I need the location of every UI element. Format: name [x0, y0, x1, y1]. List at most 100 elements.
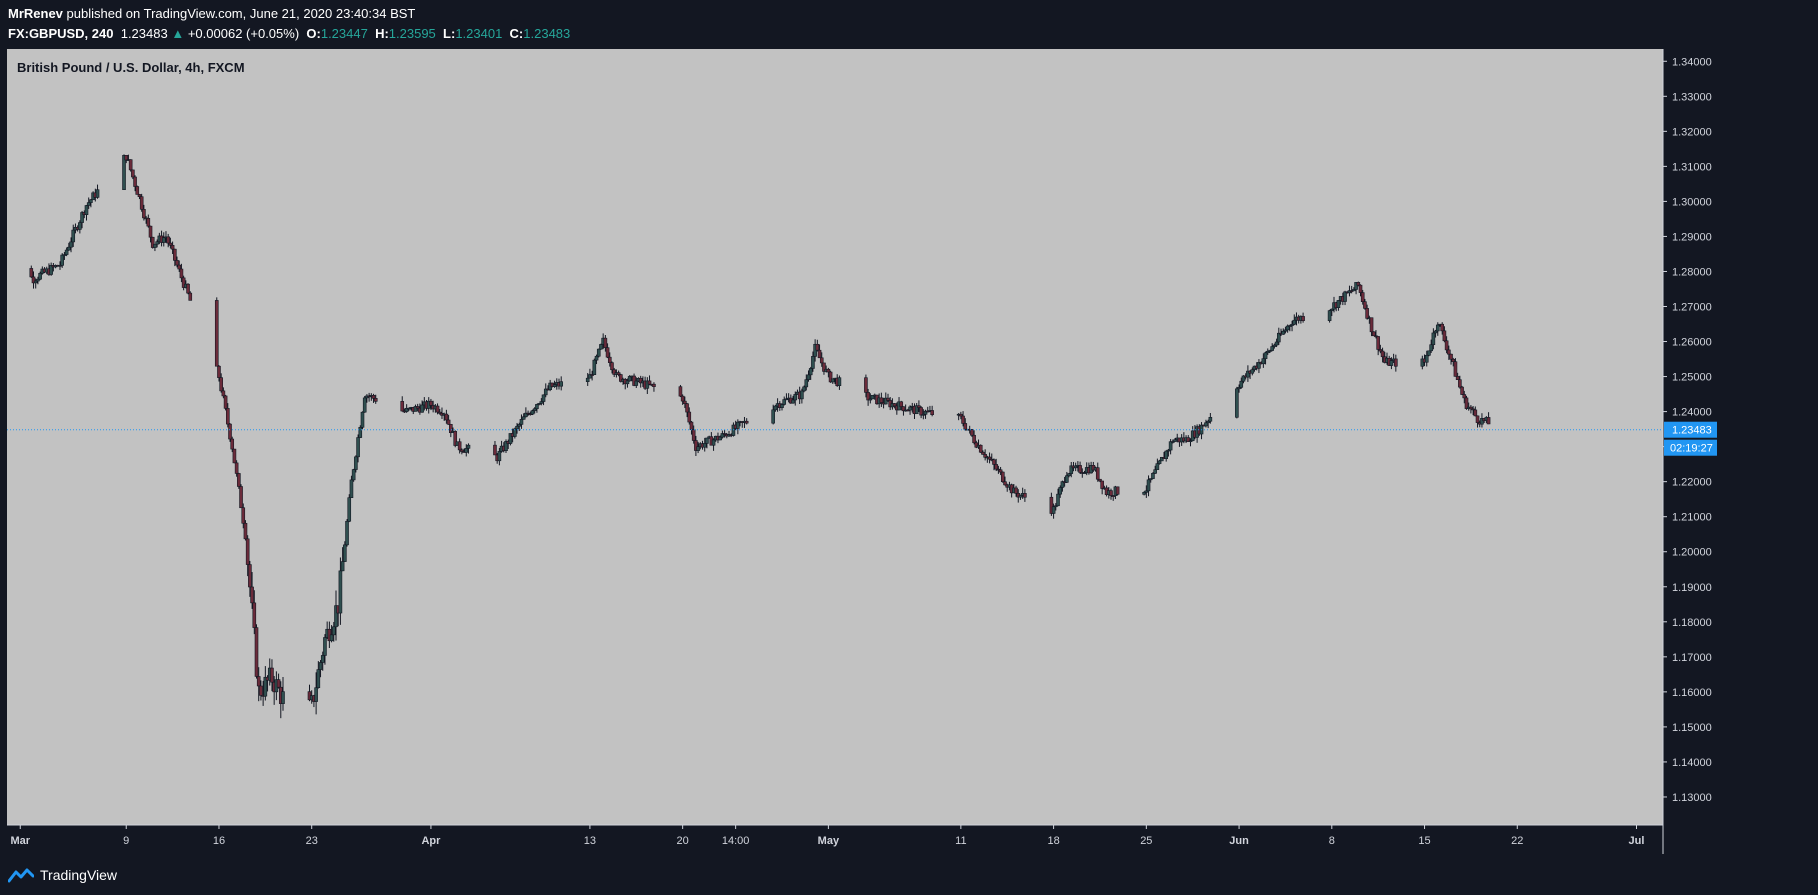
- x-tick-label: 14:00: [722, 835, 750, 847]
- candle-body: [513, 428, 517, 437]
- candle-body: [80, 212, 84, 223]
- candle-body: [1343, 291, 1347, 302]
- candle-body: [1277, 332, 1281, 343]
- candle-body: [830, 378, 835, 383]
- candle-body: [188, 292, 193, 301]
- high-value: 1.23595: [388, 26, 436, 41]
- candle-body: [680, 395, 685, 402]
- candle-body: [815, 343, 820, 351]
- candle-body: [166, 236, 170, 244]
- candle-body: [179, 268, 184, 279]
- candle-body: [404, 407, 409, 412]
- candle-body: [822, 362, 826, 372]
- candle-body: [588, 374, 592, 379]
- price-chart[interactable]: 1.34000 1.33000 1.32000 1.31000 1.30000 1.290…: [7, 49, 1743, 854]
- candle-body: [521, 416, 526, 420]
- last-price-badge: [1664, 421, 1717, 438]
- candle-body: [270, 667, 274, 683]
- candle-body: [1073, 465, 1078, 469]
- x-tick-label: 25: [1140, 835, 1152, 847]
- candle-body: [84, 205, 89, 215]
- candle-body: [256, 676, 261, 687]
- candle-body: [219, 377, 223, 392]
- candle-body: [720, 433, 725, 438]
- candle-body: [122, 155, 126, 191]
- candle-body: [217, 365, 221, 378]
- candle-body: [237, 473, 241, 487]
- candle-body: [226, 408, 230, 425]
- candle-body: [168, 242, 173, 246]
- candle-body: [1060, 481, 1065, 488]
- candle-body: [371, 395, 376, 399]
- candle-body: [1290, 323, 1294, 326]
- candle-body: [420, 404, 424, 413]
- candle-body: [1018, 494, 1023, 498]
- candle-body: [800, 390, 804, 400]
- footer-brand[interactable]: TradingView: [8, 864, 117, 886]
- y-tick-label: 1.29000: [1672, 231, 1712, 243]
- candle-body: [153, 243, 157, 248]
- candle-body: [870, 395, 875, 400]
- candle-body: [78, 222, 82, 230]
- candle-body: [1144, 490, 1149, 493]
- candle-body: [1378, 349, 1383, 352]
- candle-body: [460, 449, 464, 452]
- candle-body: [1051, 506, 1056, 514]
- candle-body: [1237, 387, 1241, 390]
- candle-body: [161, 237, 166, 243]
- candle-body: [793, 394, 798, 401]
- candle-body: [1159, 457, 1164, 462]
- candle-body: [1270, 346, 1274, 351]
- candle-body: [736, 421, 740, 429]
- candle-body: [864, 377, 868, 393]
- candle-body: [415, 406, 420, 409]
- candle-body: [817, 349, 822, 359]
- symbol-label[interactable]: FX:GBPUSD, 240: [8, 26, 114, 41]
- candle-body: [1115, 486, 1120, 495]
- last-price-badge-text: 1.23483: [1672, 425, 1712, 437]
- candle-body: [214, 300, 219, 367]
- candle-body: [1250, 369, 1255, 374]
- y-tick-label: 1.32000: [1672, 126, 1712, 138]
- candle-body: [1186, 437, 1191, 442]
- candle-body: [1157, 460, 1162, 464]
- candle-body: [687, 411, 692, 423]
- candle-body: [1435, 324, 1440, 332]
- y-tick-label: 1.16000: [1672, 687, 1712, 699]
- candle-body: [457, 441, 462, 451]
- open-label: O:: [306, 26, 321, 41]
- candle-body: [632, 375, 636, 386]
- candle-body: [276, 679, 281, 688]
- candle-body: [316, 669, 321, 689]
- candle-body: [1360, 292, 1365, 302]
- candle-body: [36, 278, 40, 282]
- candle-body: [1283, 329, 1288, 332]
- candle-body: [173, 248, 177, 261]
- candle-body: [652, 383, 656, 387]
- candle-body: [921, 414, 926, 416]
- author-name[interactable]: MrRenev: [8, 6, 63, 21]
- candle-body: [1023, 493, 1027, 498]
- x-tick-label: May: [818, 835, 840, 847]
- candle-body: [1204, 422, 1208, 427]
- candle-body: [1153, 469, 1157, 474]
- candle-body: [252, 602, 257, 628]
- candle-body: [883, 397, 888, 405]
- candle-body: [515, 425, 519, 430]
- candle-body: [1440, 323, 1444, 332]
- candle-body: [318, 662, 323, 670]
- publish-header: MrRenev published on TradingView.com, Ju…: [8, 6, 415, 21]
- candle-body: [791, 399, 795, 404]
- candle-body: [605, 347, 610, 358]
- candle-body: [1001, 471, 1005, 483]
- candle-body: [86, 202, 91, 206]
- candle-body: [33, 280, 38, 284]
- candle-body: [983, 454, 987, 458]
- candle-body: [358, 427, 363, 438]
- y-tick-label: 1.17000: [1672, 652, 1712, 664]
- tradingview-logo-icon: [8, 868, 34, 883]
- y-tick-label: 1.19000: [1672, 582, 1712, 594]
- y-tick-label: 1.25000: [1672, 372, 1712, 384]
- candle-body: [543, 388, 548, 396]
- x-tick-label: 15: [1418, 835, 1430, 847]
